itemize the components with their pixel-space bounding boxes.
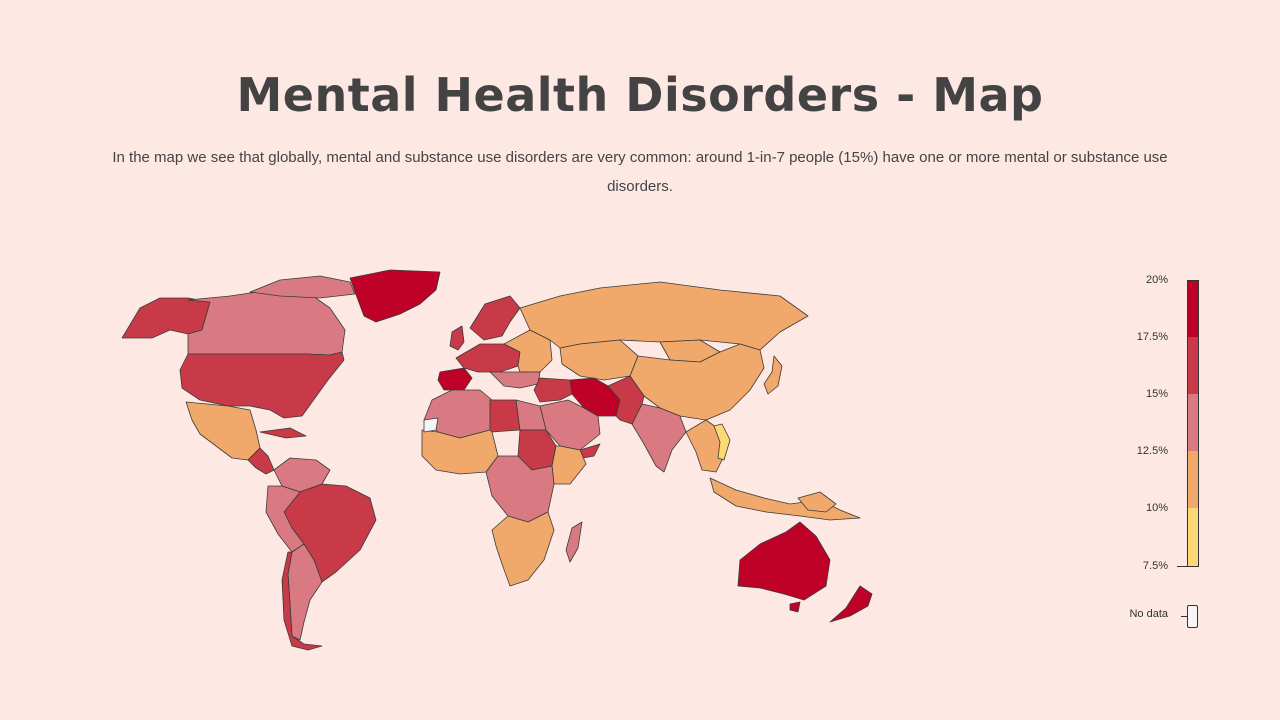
region-australia (737, 521, 831, 601)
region-north-africa-west (423, 389, 493, 439)
legend-swatch (1187, 280, 1199, 338)
legend-tick-label: 15% (1145, 388, 1168, 400)
region-chile (281, 551, 323, 651)
region-greenland (349, 269, 441, 323)
legend-no-data-swatch (1187, 605, 1198, 628)
legend-tick (1177, 566, 1187, 567)
legend-swatch (1187, 394, 1199, 451)
page-subtitle: In the map we see that globally, mental … (112, 149, 1168, 195)
region-papua (797, 491, 837, 513)
legend-no-data-label: No data (1129, 608, 1168, 620)
region-scandinavia (469, 295, 521, 341)
region-uk (449, 325, 465, 351)
legend-tick-label: 12.5% (1136, 445, 1168, 457)
region-southern-africa (491, 511, 555, 587)
region-egypt (515, 399, 547, 431)
legend-tick-label: 7.5% (1142, 560, 1168, 572)
legend-tick-label: 20% (1145, 274, 1168, 286)
region-india (631, 403, 687, 473)
legend-swatch (1187, 508, 1199, 567)
region-canada (187, 289, 346, 356)
region-western-europe (455, 343, 521, 373)
region-mexico (185, 401, 261, 461)
region-turkey-levant (533, 377, 573, 403)
page-title: Mental Health Disorders - Map (236, 68, 1044, 122)
region-russia (519, 281, 809, 351)
region-madagascar (565, 521, 583, 563)
region-canada-islands (249, 275, 356, 299)
region-china (629, 343, 765, 421)
region-southeast-asia (685, 419, 727, 473)
legend-tick-label: 17.5% (1136, 331, 1168, 343)
region-libya (489, 399, 521, 433)
region-tasmania (789, 601, 801, 613)
region-spain (437, 367, 473, 391)
legend-tick-label: 10% (1145, 502, 1168, 514)
region-vietnam-laos (713, 423, 731, 461)
region-kazakhstan-central-asia (559, 339, 639, 381)
region-indonesia (709, 477, 861, 521)
region-usa (179, 351, 345, 419)
region-italy-balkans (489, 371, 541, 389)
region-peru-bolivia (265, 485, 305, 553)
color-legend: 20% 17.5% 15% 12.5% 10% 7.5% No data (1090, 270, 1230, 640)
region-afghanistan-pakistan (607, 375, 645, 425)
region-west-sahara (423, 417, 439, 433)
world-choropleth-map (121, 269, 873, 651)
region-central-africa (485, 455, 555, 523)
region-new-zealand (829, 585, 873, 623)
legend-swatch (1187, 451, 1199, 508)
legend-swatch (1187, 337, 1199, 394)
region-cuba (259, 427, 307, 439)
region-japan (763, 355, 783, 395)
region-ethiopia-horn (551, 445, 587, 485)
region-saudi-arabia (539, 399, 601, 451)
legend-tick (1181, 616, 1187, 617)
